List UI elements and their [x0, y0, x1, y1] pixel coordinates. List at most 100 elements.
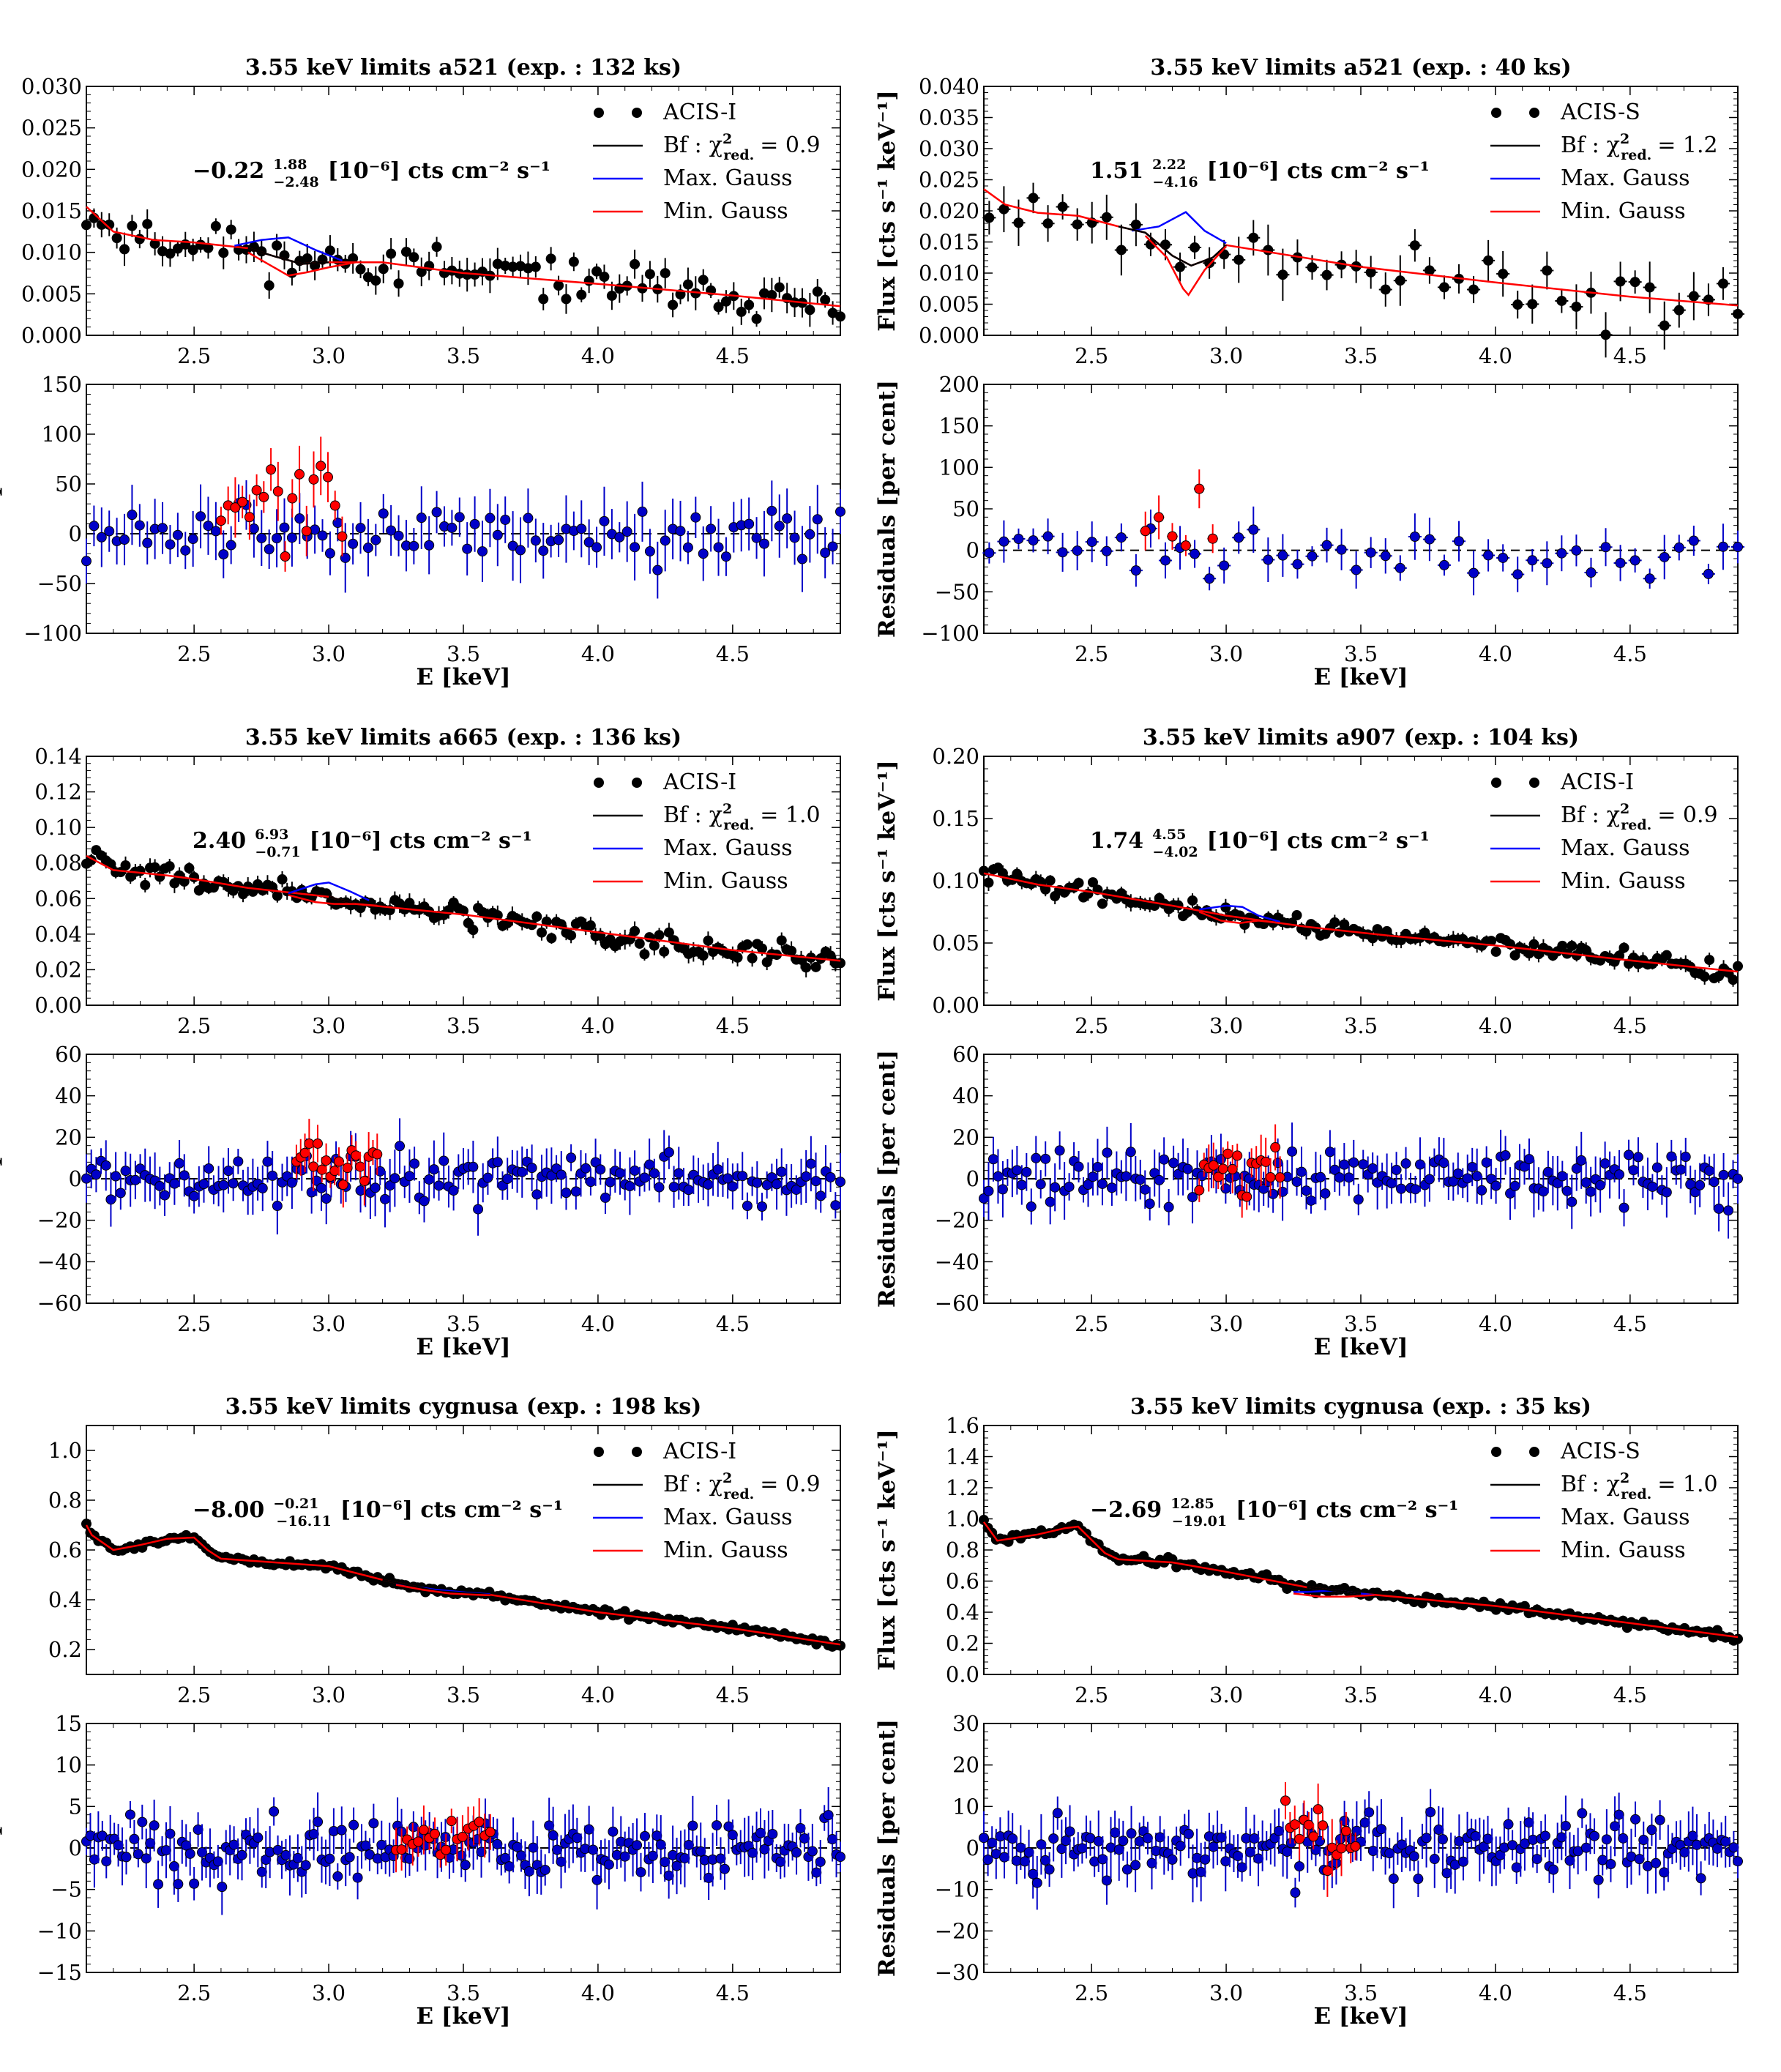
resid-point [469, 518, 480, 529]
resid-point [362, 543, 373, 554]
resid-point [1391, 1164, 1402, 1175]
resid-point [393, 530, 404, 541]
flux-data-point [561, 294, 572, 305]
flux-ytick-label: 0.035 [919, 105, 979, 130]
resid-point [1031, 1152, 1042, 1163]
resid-red-point [1208, 1160, 1219, 1171]
resid-red-point [316, 1164, 327, 1175]
resid-point [1168, 1158, 1179, 1169]
resid-point [115, 1188, 126, 1199]
resid-point [580, 1163, 591, 1174]
resid-ytick-label: 60 [55, 1042, 82, 1067]
flux-data-point [264, 280, 275, 291]
flux-ylabel: Flux [cts s⁻¹ keV⁻¹] [874, 760, 900, 1002]
resid-point [742, 1200, 753, 1211]
resid-point [835, 1177, 845, 1188]
resid-point [1263, 554, 1274, 565]
resid-point [1135, 1174, 1146, 1185]
resid-red-point [294, 469, 305, 480]
resid-point [1380, 551, 1391, 562]
resid-point [815, 1190, 826, 1201]
resid-point [482, 1172, 493, 1183]
resid-point [663, 1147, 674, 1158]
resid-ytick-label: −20 [935, 1208, 979, 1233]
resid-point [370, 534, 381, 545]
resid-ytick-label: 100 [939, 455, 979, 480]
resid-point [316, 1182, 327, 1193]
flux-xtick-label: 4.0 [581, 1013, 615, 1038]
flux-data-point [355, 264, 366, 275]
resid-point [1219, 560, 1230, 571]
flux-data-point [1013, 217, 1024, 228]
resid-point [835, 506, 845, 517]
resid-red-point [1217, 1163, 1228, 1174]
flux-data-point [1490, 946, 1501, 957]
resid-point [154, 1180, 165, 1191]
flux-data-point [1040, 884, 1051, 895]
resid-red-point [329, 500, 340, 511]
resid-point [1160, 555, 1170, 566]
resid-red-point [321, 1155, 332, 1166]
flux-ytick-label: 0.000 [919, 323, 979, 348]
resid-point [1321, 540, 1332, 551]
resid-point [180, 545, 191, 556]
flux-annotation: −8.00 −0.21 −16.11 [10⁻⁶] cts cm⁻² s⁻¹ [193, 1496, 563, 1529]
resid-point [1315, 1171, 1326, 1182]
resid-point [1424, 1174, 1435, 1185]
resid-point [395, 1141, 406, 1152]
resid-point [758, 538, 769, 549]
legend-bestfit: Bf : χ2 red. = 0.9 [663, 1470, 821, 1502]
flux-data-point [630, 258, 641, 269]
legend-detector: ACIS-I [662, 769, 736, 795]
resid-point [1680, 1152, 1691, 1163]
legend-marker [1491, 108, 1501, 118]
flux-data-point [568, 256, 579, 267]
flux-ytick-label: 0.6 [48, 1538, 82, 1562]
resid-point [1365, 547, 1376, 558]
resid-ytick-label: −60 [935, 1291, 979, 1316]
resid-ytick-label: 40 [952, 1084, 979, 1108]
resid-point [1666, 1151, 1677, 1162]
resid-ytick-label: 5 [69, 1794, 82, 1819]
resid-point [431, 507, 442, 518]
flux-data-point [277, 874, 288, 885]
resid-point [1336, 544, 1347, 555]
resid-red-point [334, 1156, 345, 1167]
resid-point [1106, 1182, 1117, 1193]
resid-point [1320, 1188, 1331, 1199]
flux-data-point [1234, 910, 1245, 921]
resid-point [1268, 1188, 1279, 1199]
resid-point [1490, 1180, 1501, 1191]
resid-point [428, 1164, 439, 1175]
flux-data-point [1717, 278, 1728, 289]
legend-max: Max. Gauss [1561, 835, 1690, 861]
flux-data-point [1498, 269, 1509, 280]
flux-xtick-label: 4.5 [716, 1682, 750, 1707]
resid-point [1272, 1158, 1283, 1169]
flux-data-point [776, 935, 787, 946]
flux-ytick-label: 0.015 [21, 198, 82, 223]
resid-point [1718, 1169, 1729, 1180]
resid-point [1159, 1154, 1170, 1165]
resid-point [1538, 1186, 1549, 1197]
flux-data-point [142, 218, 153, 229]
flux-ylabel: Flux [cts s⁻¹ keV⁻¹] [0, 90, 3, 332]
resid-point [223, 1166, 234, 1177]
legend-detector: ACIS-I [662, 1439, 736, 1464]
resid-point [210, 526, 221, 537]
resid-point [1072, 545, 1083, 556]
resid-ytick-label: 10 [55, 1753, 82, 1778]
resid-point [1086, 537, 1097, 548]
flux-annotation: 1.74 4.55 −4.02 [10⁻⁶] cts cm⁻² s⁻¹ [1090, 827, 1430, 860]
resid-point [698, 548, 709, 559]
min-gauss-line [247, 251, 356, 277]
min-gauss-line [1198, 911, 1280, 925]
flux-data-point [1542, 265, 1553, 276]
flux-data-point [1468, 284, 1479, 295]
resid-xtick-label: 3.0 [1209, 1311, 1243, 1336]
resid-point [294, 513, 305, 524]
resid-ylabel: Residuals [per cent] [874, 380, 900, 638]
flux-data-point [468, 925, 479, 936]
resid-frame [86, 384, 841, 634]
